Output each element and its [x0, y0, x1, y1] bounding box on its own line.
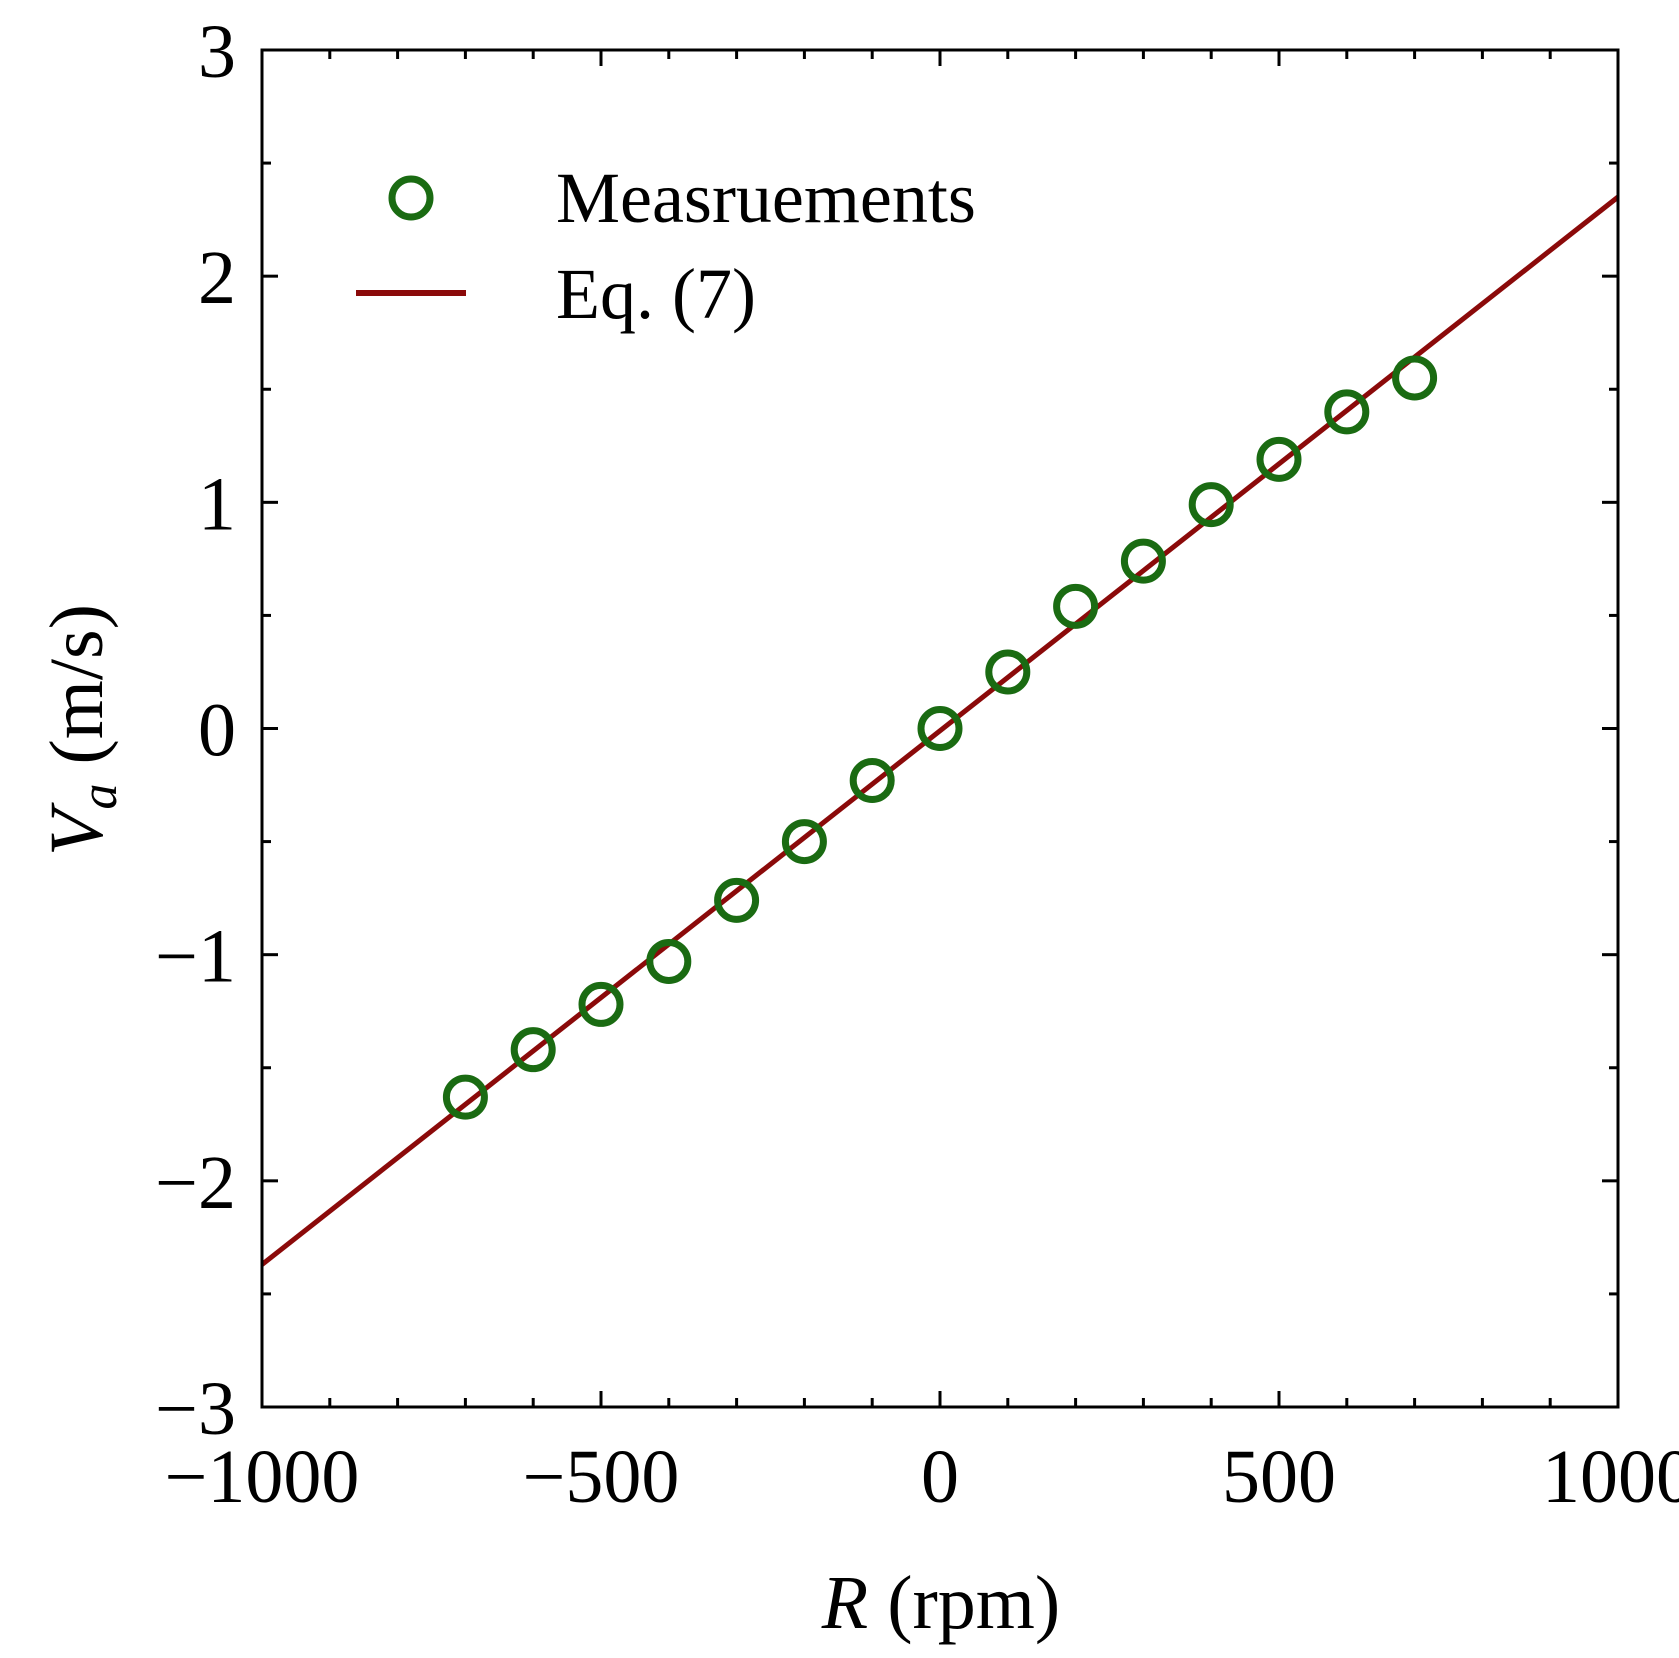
y-tick-label: 3	[198, 10, 236, 94]
x-tick-label: 0	[921, 1435, 959, 1519]
measurement-point	[1053, 583, 1099, 629]
legend-label-measurements: Measruements	[556, 158, 976, 238]
measurement-point	[781, 819, 827, 865]
measurement-point	[849, 758, 895, 804]
measurement-point	[1120, 538, 1166, 584]
measurement-point	[510, 1027, 556, 1073]
measurement-point	[442, 1074, 488, 1120]
eq7-line	[262, 195, 1618, 1267]
measurement-point	[1188, 482, 1234, 528]
measurement-point	[714, 877, 760, 923]
measurement-point	[646, 938, 692, 984]
y-tick-label: 1	[198, 462, 236, 546]
plot-frame	[260, 48, 1620, 1409]
legend-label-eq7: Eq. (7)	[556, 254, 756, 334]
x-tick-label: −500	[523, 1435, 680, 1519]
x-tick-label: 1000	[1542, 1435, 1679, 1519]
legend: Measruements Eq. (7)	[356, 158, 976, 334]
measurement-point	[1256, 436, 1302, 482]
y-tick-label: −3	[155, 1367, 236, 1451]
y-axis-title: Va (m/s)	[35, 604, 128, 856]
measurement-point	[985, 649, 1031, 695]
measurement-point	[917, 706, 963, 751]
x-tick-labels: −1000 −500 0 500 1000	[165, 1435, 1679, 1519]
y-tick-label: −2	[155, 1141, 236, 1225]
x-tick-label: 500	[1222, 1435, 1336, 1519]
measurement-point	[1324, 389, 1370, 435]
legend-marker-measurements	[388, 175, 434, 221]
y-tick-label: −1	[155, 915, 236, 999]
x-tick-label: −1000	[165, 1435, 360, 1519]
plot-area	[262, 195, 1618, 1267]
y-tick-label: 2	[198, 236, 236, 320]
measurement-point	[578, 981, 624, 1027]
y-tick-label: 0	[198, 689, 236, 773]
x-axis-title: R (rpm)	[821, 1561, 1060, 1645]
measurement-point	[1392, 355, 1438, 401]
y-tick-labels: −3 −2 −1 0 1 2 3	[155, 10, 236, 1451]
